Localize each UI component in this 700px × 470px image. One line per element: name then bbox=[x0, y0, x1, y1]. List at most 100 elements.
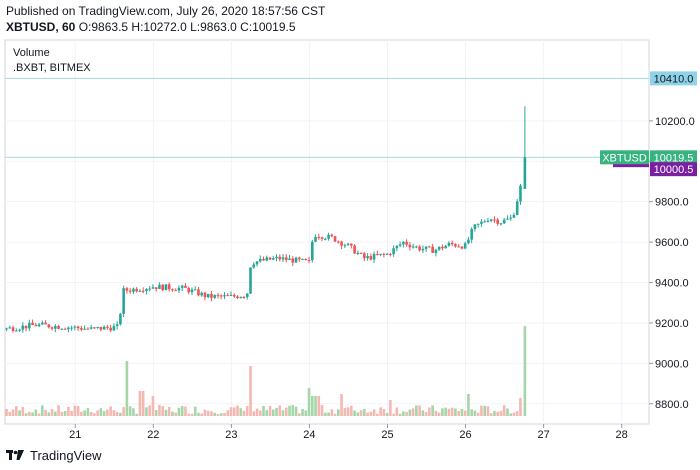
candle-body bbox=[463, 243, 467, 249]
volume-bar bbox=[379, 407, 382, 416]
candle-body bbox=[515, 201, 519, 215]
volume-bar bbox=[366, 412, 369, 416]
candle-body bbox=[167, 284, 171, 290]
candle-body bbox=[109, 327, 112, 331]
volume-bar bbox=[317, 396, 321, 416]
candle-body bbox=[125, 288, 129, 291]
volume-bar bbox=[496, 411, 499, 416]
volume-bar bbox=[242, 410, 246, 416]
volume-bar bbox=[37, 413, 41, 416]
candle-body bbox=[213, 295, 217, 298]
candle-body bbox=[460, 246, 464, 249]
symbol-ohlc-line: XBTUSD, 60 O:9863.5 H:10272.0 L:9863.0 C… bbox=[6, 20, 296, 34]
volume-bar bbox=[359, 410, 363, 416]
volume-bar bbox=[337, 409, 340, 416]
candle-body bbox=[496, 219, 499, 224]
volume-bar bbox=[476, 412, 480, 416]
candle-body bbox=[255, 261, 259, 265]
volume-bar bbox=[174, 412, 177, 416]
candle-body bbox=[398, 244, 402, 246]
volume-bars bbox=[5, 326, 527, 416]
volume-bar bbox=[184, 406, 187, 416]
candle-body bbox=[447, 242, 451, 246]
candle-body bbox=[158, 284, 161, 289]
volume-bar bbox=[493, 410, 496, 416]
volume-bar bbox=[284, 407, 288, 416]
volume-bar bbox=[310, 396, 314, 416]
volume-bar bbox=[145, 407, 148, 416]
volume-bar bbox=[67, 407, 70, 416]
candle-body bbox=[41, 322, 44, 325]
candle-body bbox=[395, 245, 399, 249]
symbol-tag bbox=[600, 150, 649, 165]
volume-bar bbox=[392, 413, 395, 416]
volume-bar bbox=[93, 413, 96, 416]
volume-bar bbox=[473, 410, 477, 416]
volume-bar bbox=[219, 413, 223, 416]
volume-bar bbox=[278, 405, 282, 416]
candle-body bbox=[408, 244, 412, 248]
volume-bar bbox=[96, 410, 99, 416]
legend-volume: Volume bbox=[13, 47, 50, 59]
legend-index: .BXBT, BITMEX bbox=[13, 62, 91, 74]
volume-bar bbox=[229, 407, 233, 416]
volume-bar bbox=[408, 409, 412, 416]
volume-bar bbox=[239, 408, 243, 416]
candle-body bbox=[47, 324, 51, 328]
volume-bar bbox=[11, 409, 15, 416]
candle-body bbox=[359, 252, 363, 254]
candle-body bbox=[437, 246, 441, 250]
volume-bar bbox=[135, 413, 138, 416]
candle-body bbox=[493, 219, 496, 221]
volume-bar bbox=[245, 406, 249, 416]
candle-body bbox=[245, 293, 249, 298]
candle-body bbox=[307, 260, 311, 262]
published-caption: Published on TradingView.com, July 26, 2… bbox=[6, 4, 326, 18]
volume-bar bbox=[307, 388, 311, 416]
volume-bar bbox=[258, 410, 262, 416]
candle-body bbox=[219, 295, 223, 297]
volume-bar bbox=[132, 408, 135, 416]
volume-bar bbox=[262, 405, 265, 416]
candle-body bbox=[324, 238, 327, 240]
candle-body bbox=[86, 328, 90, 330]
candle-body bbox=[44, 322, 47, 325]
candle-body bbox=[350, 243, 353, 246]
candle-body bbox=[184, 285, 187, 288]
volume-bar bbox=[54, 411, 57, 416]
candle-body bbox=[343, 245, 347, 247]
volume-bar bbox=[115, 411, 119, 416]
volume-bar bbox=[288, 405, 291, 416]
candle-body bbox=[330, 234, 334, 237]
candles bbox=[5, 106, 527, 333]
candle-body bbox=[200, 292, 204, 296]
index-tag-label: 10000.5 bbox=[654, 164, 694, 176]
x-tick-label: 21 bbox=[69, 429, 81, 441]
candle-body bbox=[310, 241, 314, 261]
volume-bar bbox=[73, 405, 77, 416]
candle-body bbox=[473, 224, 477, 229]
volume-bar bbox=[447, 408, 451, 416]
tradingview-footer[interactable]: TradingView bbox=[6, 447, 102, 463]
volume-bar bbox=[353, 410, 356, 416]
candle-body bbox=[197, 289, 200, 296]
candle-body bbox=[454, 244, 457, 247]
candle-body bbox=[177, 287, 181, 291]
candle-body bbox=[506, 218, 509, 220]
candle-body bbox=[421, 248, 425, 251]
candle-body bbox=[431, 246, 434, 253]
volume-bar bbox=[86, 408, 90, 416]
candle-body bbox=[15, 330, 18, 332]
candle-body bbox=[180, 285, 184, 288]
volume-bar bbox=[314, 396, 317, 416]
volume-bar bbox=[499, 410, 503, 416]
y-tick-label: 9400.0 bbox=[655, 278, 689, 290]
candle-body bbox=[99, 326, 103, 330]
candle-body bbox=[314, 236, 317, 242]
candle-body bbox=[187, 287, 191, 293]
volume-bar bbox=[232, 407, 236, 416]
volume-bar bbox=[89, 411, 93, 416]
candle-body bbox=[489, 219, 493, 221]
candle-body bbox=[119, 313, 122, 325]
